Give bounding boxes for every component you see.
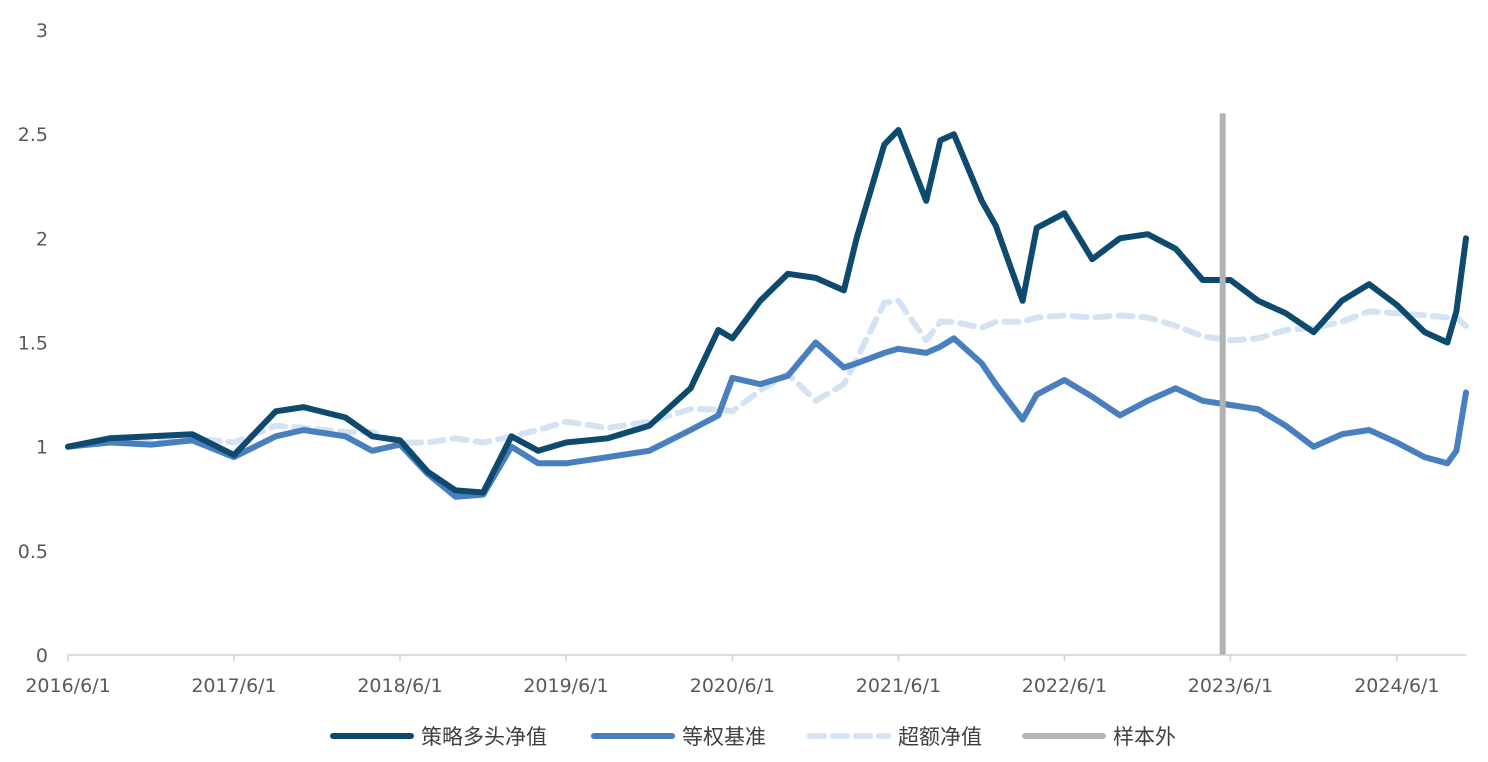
x-axis bbox=[67, 654, 1466, 661]
y-tick-label: 1 bbox=[36, 437, 48, 459]
x-tick-label: 2018/6/1 bbox=[357, 675, 442, 697]
x-tick-label: 2020/6/1 bbox=[690, 675, 775, 697]
series-layer bbox=[65, 127, 1469, 500]
legend-label: 等权基准 bbox=[682, 725, 766, 749]
y-tick-label: 1.5 bbox=[18, 333, 48, 355]
y-tick-label: 2 bbox=[36, 228, 48, 250]
y-tick-label: 0.5 bbox=[18, 541, 48, 563]
legend-label: 超额净值 bbox=[898, 725, 982, 749]
x-tick-label: 2019/6/1 bbox=[523, 675, 608, 697]
x-tick-label: 2023/6/1 bbox=[1188, 675, 1273, 697]
x-tick-label: 2024/6/1 bbox=[1354, 675, 1439, 697]
legend-label: 策略多头净值 bbox=[421, 725, 547, 749]
y-axis-tick-labels: 0 0.5 1 1.5 2 2.5 3 bbox=[18, 20, 48, 667]
x-tick-label: 2022/6/1 bbox=[1022, 675, 1107, 697]
y-tick-label: 2.5 bbox=[18, 124, 48, 146]
legend: 策略多头净值 等权基准 超额净值 样本外 bbox=[330, 725, 1176, 749]
x-axis-tick-labels: 2016/6/1 2017/6/1 2018/6/1 2019/6/1 2020/6/1… bbox=[25, 675, 1439, 697]
y-tick-label: 0 bbox=[36, 645, 48, 667]
x-tick-label: 2017/6/1 bbox=[191, 675, 276, 697]
y-tick-label: 3 bbox=[36, 20, 48, 42]
x-tick-label: 2021/6/1 bbox=[856, 675, 941, 697]
series-line-3 bbox=[65, 297, 1469, 450]
legend-label: 样本外 bbox=[1113, 725, 1176, 749]
x-tick-label: 2016/6/1 bbox=[25, 675, 110, 697]
series-line-2 bbox=[65, 335, 1469, 500]
series-line-1 bbox=[65, 127, 1469, 496]
